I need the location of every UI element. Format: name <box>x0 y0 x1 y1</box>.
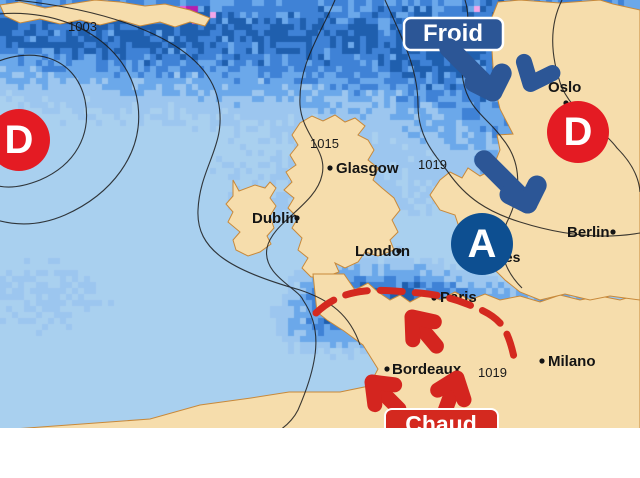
svg-text:Glasgow: Glasgow <box>336 160 399 177</box>
svg-text:A: A <box>468 222 497 266</box>
svg-text:1003: 1003 <box>68 19 97 34</box>
svg-text:Milano: Milano <box>548 353 596 370</box>
svg-text:Dublin: Dublin <box>252 210 299 227</box>
svg-text:1019: 1019 <box>418 157 447 172</box>
svg-text:D: D <box>5 118 34 162</box>
svg-text:1019: 1019 <box>478 365 507 380</box>
svg-text:London: London <box>355 243 410 260</box>
svg-text:Berlin: Berlin <box>567 224 610 241</box>
svg-text:1015: 1015 <box>310 136 339 151</box>
svg-text:D: D <box>564 110 593 154</box>
